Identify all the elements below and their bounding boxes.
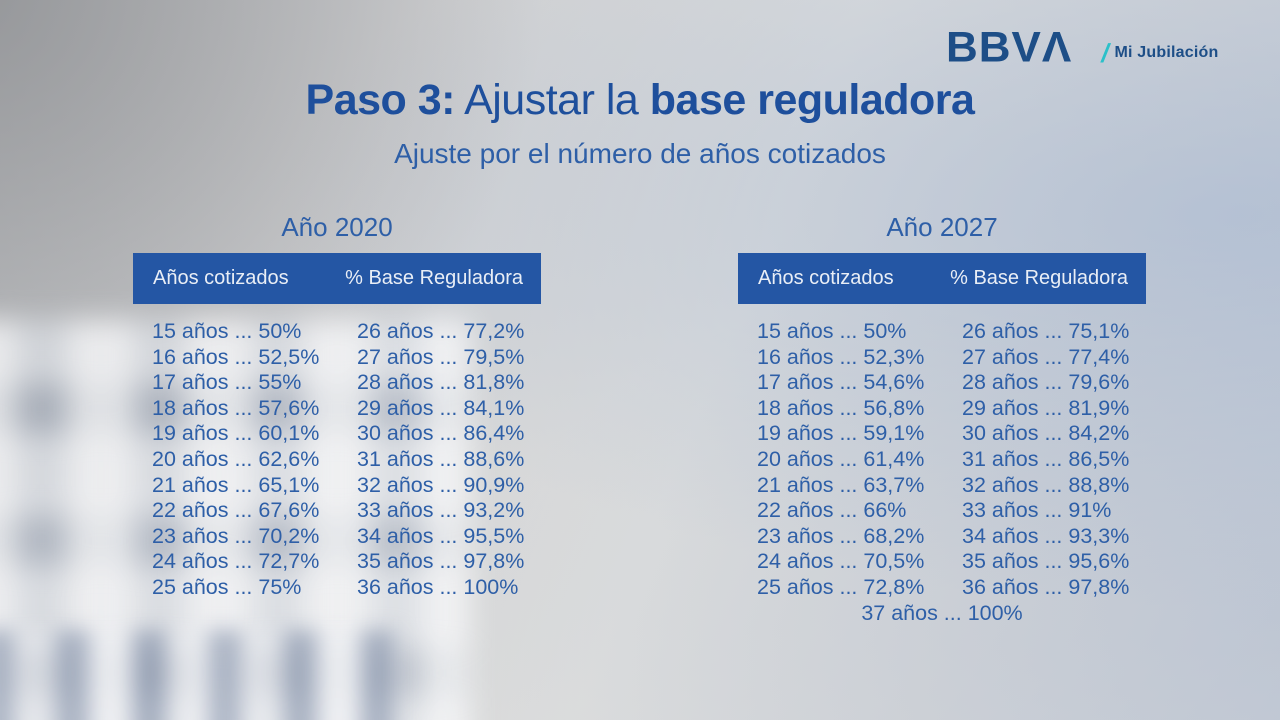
table-row: 29 años ... 84,1% — [357, 395, 525, 420]
bbva-logo: BBVΛ — [946, 24, 1073, 72]
table-row: 20 años ... 62,6% — [152, 446, 320, 471]
table-column-1: 15 años ... 50% 16 años ... 52,5% 17 años … — [133, 319, 337, 601]
table-year-title: Año 2020 — [281, 212, 393, 242]
table-row: 24 años ... 72,7% — [152, 549, 320, 574]
table-header-bar: Años cotizados % Base Reguladora — [133, 253, 541, 304]
brand-tagline-group: / Mi Jubilación — [1099, 38, 1219, 68]
table-row: 28 años ... 79,6% — [962, 370, 1130, 395]
table-row: 25 años ... 72,8% — [757, 574, 925, 599]
column-header-base-reguladora: % Base Reguladora — [345, 267, 523, 289]
table-row: 36 años ... 100% — [357, 574, 519, 599]
table-row: 31 años ... 88,6% — [357, 446, 525, 471]
table-row: 26 años ... 77,2% — [357, 319, 525, 343]
table-header-bar: Años cotizados % Base Reguladora — [738, 253, 1146, 304]
table-row: 33 años ... 93,2% — [357, 498, 525, 523]
table-row: 26 años ... 75,1% — [962, 319, 1130, 343]
brand-tagline: Mi Jubilación — [1114, 44, 1219, 61]
table-row: 18 años ... 56,8% — [757, 395, 925, 420]
table-row: 33 años ... 91% — [962, 498, 1112, 523]
blurred-building-stripes — [0, 630, 400, 720]
table-row: 36 años ... 97,8% — [962, 574, 1130, 599]
table-row: 19 años ... 60,1% — [152, 421, 320, 446]
table-row: 15 años ... 50% — [757, 319, 907, 343]
table-row: 31 años ... 86,5% — [962, 446, 1130, 471]
table-year-title: Año 2027 — [886, 212, 998, 242]
table-row: 23 años ... 68,2% — [757, 523, 925, 548]
table-ano-2020: Año 2020 Años cotizados % Base Regulador… — [133, 212, 541, 601]
table-row: 34 años ... 93,3% — [962, 523, 1130, 548]
table-row: 32 años ... 90,9% — [357, 472, 525, 497]
table-extra-row: 37 años ... 100% — [861, 600, 1023, 625]
column-header-base-reguladora: % Base Reguladora — [950, 267, 1128, 289]
table-row: 27 años ... 77,4% — [962, 344, 1130, 369]
table-row: 19 años ... 59,1% — [757, 421, 925, 446]
title-mid: Ajustar la — [455, 76, 650, 124]
table-ano-2027: Año 2027 Años cotizados % Base Regulador… — [738, 212, 1146, 626]
table-row: 34 años ... 95,5% — [357, 523, 525, 548]
table-rows: 15 años ... 50% 16 años ... 52,5% 17 años … — [133, 319, 541, 601]
table-row: 35 años ... 97,8% — [357, 549, 525, 574]
table-row: 22 años ... 67,6% — [152, 498, 320, 523]
table-row: 21 años ... 65,1% — [152, 472, 320, 497]
table-rows: 15 años ... 50% 16 años ... 52,3% 17 años … — [738, 319, 1146, 601]
table-row: 23 años ... 70,2% — [152, 523, 320, 548]
slash-icon: / — [1099, 38, 1113, 68]
table-row: 24 años ... 70,5% — [757, 549, 925, 574]
table-row: 32 años ... 88,8% — [962, 472, 1130, 497]
table-column-2: 26 años ... 77,2% 27 años ... 79,5% 28 año… — [337, 319, 541, 601]
table-column-1: 15 años ... 50% 16 años ... 52,3% 17 años … — [738, 319, 942, 601]
table-row: 22 años ... 66% — [757, 498, 907, 523]
table-row: 30 años ... 84,2% — [962, 421, 1130, 446]
table-row: 25 años ... 75% — [152, 574, 302, 599]
table-row: 29 años ... 81,9% — [962, 395, 1130, 420]
table-row: 17 años ... 55% — [152, 370, 302, 395]
brand-header: BBVΛ / Mi Jubilación — [946, 26, 1218, 70]
column-header-anos-cotizados: Años cotizados — [153, 267, 289, 289]
table-row: 16 años ... 52,3% — [757, 344, 925, 369]
title-bold-end: base reguladora — [649, 76, 975, 124]
table-row: 28 años ... 81,8% — [357, 370, 525, 395]
table-row: 27 años ... 79,5% — [357, 344, 525, 369]
table-row: 20 años ... 61,4% — [757, 446, 925, 471]
table-row: 18 años ... 57,6% — [152, 395, 320, 420]
page-title: Paso 3: Ajustar la base reguladora — [0, 76, 1280, 125]
table-column-2: 26 años ... 75,1% 27 años ... 77,4% 28 año… — [942, 319, 1146, 601]
table-row: 30 años ... 86,4% — [357, 421, 525, 446]
table-row: 21 años ... 63,7% — [757, 472, 925, 497]
page-subtitle: Ajuste por el número de años cotizados — [394, 138, 886, 169]
table-row: 16 años ... 52,5% — [152, 344, 320, 369]
table-row: 17 años ... 54,6% — [757, 370, 925, 395]
column-header-anos-cotizados: Años cotizados — [758, 267, 894, 289]
title-step-label: Paso 3: — [305, 76, 456, 124]
table-row: 35 años ... 95,6% — [962, 549, 1130, 574]
table-row: 15 años ... 50% — [152, 319, 302, 343]
